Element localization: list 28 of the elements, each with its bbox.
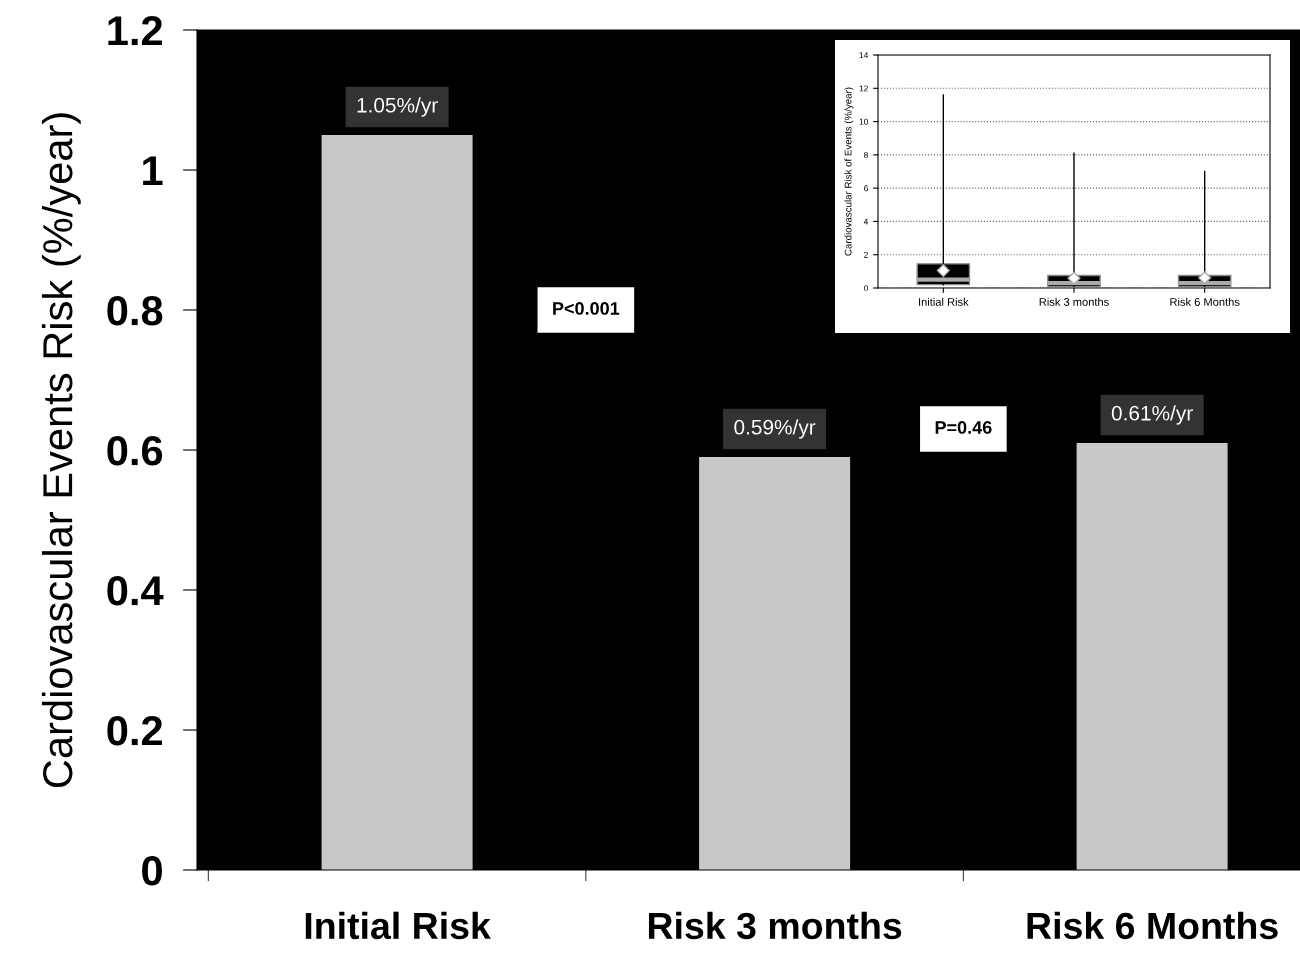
y-tick-label: 8	[864, 152, 868, 158]
y-tick-label: 6	[864, 185, 868, 192]
y-tick-label: 1.2	[108, 16, 162, 46]
y-tick-label: 1	[143, 156, 163, 186]
x-tick-label: Risk 6 Months	[1170, 297, 1240, 306]
y-tick-label: 0.8	[107, 296, 163, 326]
y-axis-title: Cardiovascular Events Risk (%/year)	[41, 113, 81, 788]
x-tick-label: Risk 6 Months	[1027, 911, 1278, 940]
data-label: 0.61%/yr	[1111, 405, 1193, 425]
annotation: P<0.001	[553, 302, 620, 315]
y-tick-label: 14	[859, 52, 869, 59]
y-tick-label: 0.6	[107, 436, 163, 466]
y-tick-label: 0	[863, 285, 868, 292]
y-tick-label: 4	[863, 218, 869, 225]
x-tick-label: Initial Risk	[305, 911, 491, 940]
y-axis-title: Cardiovascular Risk of Events (%/year)	[844, 87, 854, 256]
data-label: 0.59%/yr	[734, 419, 816, 439]
annotation: P=0.46	[935, 421, 992, 434]
y-tick-label: 0.4	[107, 576, 164, 606]
y-tick-label: 10	[859, 118, 868, 125]
x-tick-label: Risk 3 months	[1039, 297, 1109, 306]
y-tick-label: 0.2	[107, 716, 162, 746]
y-tick-label: 0	[142, 856, 162, 886]
x-tick-label: Risk 3 months	[648, 911, 902, 940]
data-label: 1.05%/yr	[357, 97, 438, 117]
x-tick-label: Initial Risk	[919, 297, 969, 306]
y-tick-label: 2	[864, 251, 868, 258]
y-tick-label: 12	[859, 85, 868, 92]
